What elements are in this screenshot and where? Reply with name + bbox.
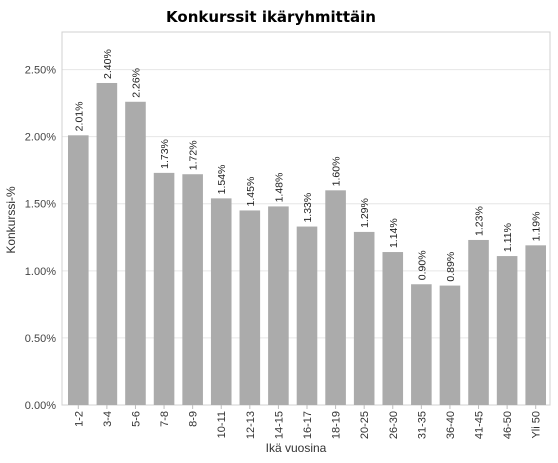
- bar: [353, 231, 375, 405]
- bars: 2.01% 2.40% 2.26% 1.73% 1.72% 1.54% 1.45% 1.48%…: [68, 49, 546, 406]
- x-axis-label: Ikä vuosina: [266, 441, 327, 455]
- bar: [96, 82, 118, 406]
- y-tick-label: 2.50%: [25, 65, 56, 77]
- bar: [210, 198, 232, 405]
- bar: [296, 226, 318, 405]
- y-tick-label: 1.00%: [25, 266, 56, 278]
- data-label: 1.23%: [474, 206, 486, 236]
- x-tick-label: 7-8: [159, 411, 171, 427]
- x-tick-label: 12-13: [245, 411, 257, 439]
- bar: [268, 206, 289, 405]
- y-axis-label: Konkurssi-%: [4, 186, 18, 254]
- data-label: 1.45%: [245, 177, 257, 207]
- bar: [525, 245, 546, 405]
- bar: [382, 252, 404, 405]
- data-label: 0.89%: [445, 252, 457, 282]
- data-label: 1.14%: [388, 218, 400, 248]
- bar: [153, 172, 175, 405]
- x-tick-label: Yli 50: [531, 411, 543, 439]
- data-label: 1.72%: [188, 140, 200, 170]
- data-label: 1.19%: [531, 212, 543, 242]
- bar: [468, 239, 489, 405]
- x-tick-label: 41-45: [474, 411, 486, 439]
- x-tick-label: 3-4: [102, 411, 114, 427]
- x-tick-label: 31-35: [416, 411, 428, 439]
- y-tick-label: 1.50%: [25, 199, 56, 211]
- data-label: 1.60%: [331, 157, 343, 187]
- bar: [411, 284, 432, 405]
- data-label: 1.11%: [502, 223, 514, 252]
- data-label: 2.26%: [130, 68, 142, 98]
- x-tick-label: 18-19: [331, 411, 343, 439]
- x-tick-label: 10-11: [216, 411, 228, 438]
- bar: [125, 101, 146, 406]
- chart-title: Konkurssit ikäryhmittäin: [166, 8, 376, 26]
- x-tick-label: 1-2: [73, 411, 85, 427]
- x-tick-label: 16-17: [302, 411, 314, 439]
- bar: [68, 135, 89, 406]
- bar: [439, 285, 461, 405]
- x-tick-label: 46-50: [502, 411, 514, 439]
- bar: [182, 174, 203, 405]
- bar: [325, 190, 346, 405]
- data-label: 1.33%: [302, 193, 314, 223]
- x-tick-label: 14-15: [273, 411, 285, 439]
- data-label: 2.40%: [102, 49, 114, 79]
- data-label: 2.01%: [73, 102, 85, 132]
- y-tick-label: 0.50%: [25, 333, 56, 345]
- data-label: 0.90%: [416, 250, 428, 280]
- x-tick-label: 36-40: [445, 411, 457, 439]
- bar: [496, 256, 518, 405]
- x-tick-labels: 1-2 3-4 5-6 7-8 8-9 10-11 12-13 14-15 16-17 18-19…: [73, 405, 543, 439]
- data-label: 1.73%: [159, 139, 171, 169]
- y-tick-label: 2.00%: [25, 132, 56, 144]
- bar: [239, 210, 261, 405]
- data-label: 1.48%: [273, 173, 285, 203]
- y-tick-label: 0.00%: [25, 400, 56, 412]
- data-label: 1.54%: [216, 165, 228, 195]
- data-label: 1.29%: [359, 198, 371, 228]
- x-tick-label: 20-25: [359, 411, 371, 439]
- x-tick-label: 8-9: [188, 411, 200, 427]
- y-tick-labels: 0.00% 0.50% 1.00% 1.50% 2.00% 2.50%: [25, 65, 56, 412]
- x-tick-label: 5-6: [130, 411, 142, 427]
- x-tick-label: 26-30: [388, 411, 400, 439]
